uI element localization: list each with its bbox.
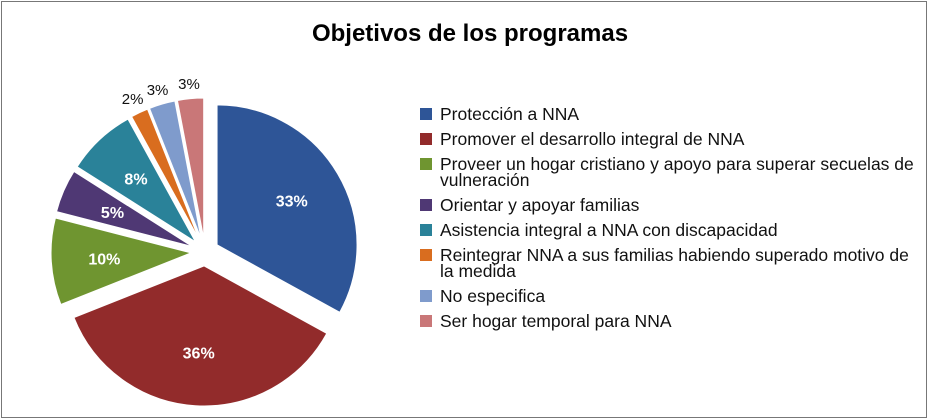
legend-swatch	[420, 158, 432, 170]
legend-swatch	[420, 290, 432, 302]
pie-slice	[130, 108, 200, 240]
data-label: 3%	[147, 82, 169, 99]
pie-slice	[50, 217, 193, 306]
legend-swatch	[420, 199, 432, 211]
legend-label: Asistencia integral a NNA con discapacid…	[440, 220, 778, 240]
legend-label: No especifica	[440, 286, 546, 306]
legend-item: Promover el desarrollo integral de NNA	[416, 129, 916, 149]
data-label: 10%	[88, 251, 120, 268]
pie-slice	[176, 97, 205, 239]
data-label: 3%	[178, 76, 200, 93]
legend-item: Reintegrar NNA a sus familias habiendo s…	[416, 245, 916, 281]
chart-title: Objetivos de los programas	[311, 20, 629, 47]
pie-slice	[73, 265, 328, 407]
legend-label: Promover el desarrollo integral de NNA	[440, 129, 745, 149]
data-label: 8%	[124, 172, 147, 189]
legend: Protección a NNA Promover el desarrollo i…	[416, 104, 916, 338]
legend-item: Protección a NNA	[416, 104, 916, 124]
legend-item: Ser hogar temporal para NNA	[416, 311, 916, 331]
legend-swatch	[420, 108, 432, 120]
legend-swatch	[420, 249, 432, 261]
legend-item: Asistencia integral a NNA con discapacid…	[416, 220, 916, 240]
legend-item: Orientar y apoyar familias	[416, 195, 916, 215]
pie-slice	[55, 170, 193, 247]
pie-slice	[216, 104, 358, 313]
pie-slice	[76, 118, 196, 243]
legend-label: Proveer un hogar cristiano y apoyo para …	[440, 154, 914, 190]
legend-label: Orientar y apoyar familias	[440, 195, 640, 215]
legend-item: Proveer un hogar cristiano y apoyo para …	[416, 154, 916, 190]
data-label: 5%	[101, 205, 124, 222]
data-label: 36%	[183, 346, 215, 363]
legend-label: Reintegrar NNA a sus familias habiendo s…	[440, 245, 909, 281]
legend-item: No especifica	[416, 286, 916, 306]
legend-swatch	[420, 133, 432, 145]
data-label: 33%	[276, 194, 308, 211]
pie-slice	[148, 100, 202, 239]
legend-label: Ser hogar temporal para NNA	[440, 311, 672, 331]
legend-label: Protección a NNA	[440, 104, 580, 124]
legend-swatch	[420, 224, 432, 236]
data-label: 2%	[122, 91, 144, 108]
legend-swatch	[420, 315, 432, 327]
